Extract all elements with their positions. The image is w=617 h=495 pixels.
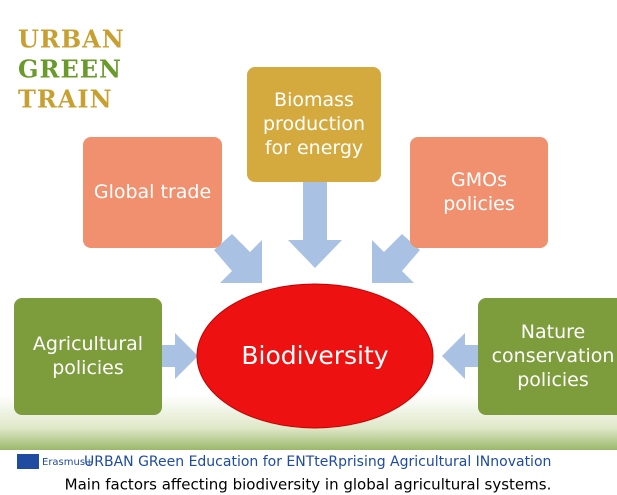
factor-box (247, 67, 381, 182)
factor-box (478, 298, 617, 415)
center-label: Biodiversity (241, 341, 388, 370)
footer-program: Erasmus+ (42, 457, 93, 468)
factor-box (410, 137, 548, 248)
factor-label: policies (443, 193, 515, 215)
arrow (442, 333, 478, 379)
factor-box (83, 137, 222, 248)
caption: Main factors affecting biodiversity in g… (65, 476, 552, 494)
factor-label: conservation (492, 345, 615, 367)
factor-label: policies (52, 357, 124, 379)
factor-label: Global trade (94, 181, 211, 203)
arrow (372, 234, 420, 283)
factor-label: production (263, 113, 365, 135)
factor-label: Nature (521, 321, 585, 343)
arrow (214, 234, 262, 283)
factor-label: policies (517, 369, 589, 391)
footer-text: URBAN GReen Education for ENTteRprising … (84, 454, 551, 470)
factor-label: Agricultural (33, 333, 143, 355)
factor-label: for energy (265, 137, 363, 159)
factor-label: Biomass (274, 89, 354, 111)
arrow (288, 182, 342, 268)
logo-text: URBAN (18, 25, 125, 54)
factor-box (14, 298, 162, 415)
eu-flag (17, 454, 39, 469)
footer-bar (0, 450, 617, 472)
arrows (162, 182, 478, 379)
arrow (162, 333, 198, 379)
factor-label: GMOs (451, 169, 507, 191)
logo-text: GREEN (18, 55, 122, 84)
center-ellipse (196, 283, 434, 429)
logo-text: TRAIN (18, 85, 113, 114)
